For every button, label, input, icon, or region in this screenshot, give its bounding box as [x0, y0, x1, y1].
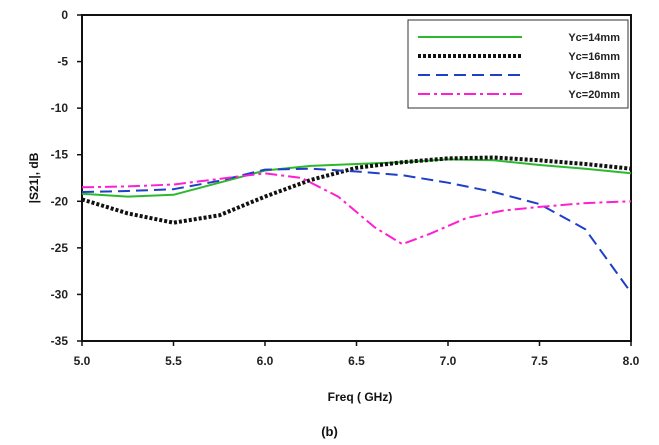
y-tick-label: -30 [51, 287, 69, 301]
legend-label-3: Yc=18mm [568, 70, 620, 82]
y-tick-label: -15 [51, 148, 69, 162]
y-tick-label: -10 [51, 101, 69, 115]
legend-label-1: Yc=14mm [568, 32, 620, 44]
y-tick-label: -20 [51, 194, 69, 208]
y-axis-label: |S21|, dB [27, 152, 41, 203]
x-tick-label: 6.0 [257, 354, 274, 368]
y-tick-label: 0 [61, 8, 68, 22]
legend: Yc=14mm Yc=16mm Yc=18mm Yc=20mm [407, 19, 629, 109]
figure-caption: (b) [321, 424, 338, 439]
series-line-4 [81, 172, 632, 246]
x-axis-label: Freq ( GHz) [328, 390, 393, 404]
x-tick-label: 8.0 [623, 354, 640, 368]
x-tick-label: 6.5 [348, 354, 365, 368]
y-tick-label: -35 [51, 334, 69, 348]
x-tick-label: 7.5 [531, 354, 548, 368]
series-line-3 [81, 167, 632, 294]
legend-label-2: Yc=16mm [568, 51, 620, 63]
y-tick-label: -5 [57, 55, 68, 69]
legend-label-4: Yc=20mm [568, 89, 620, 101]
series-line-2 [81, 155, 632, 225]
x-tick-label: 5.5 [165, 354, 182, 368]
x-tick-label: 7.0 [440, 354, 457, 368]
y-tick-label: -25 [51, 241, 69, 255]
series-line-1 [81, 158, 632, 198]
x-tick-label: 5.0 [74, 354, 91, 368]
